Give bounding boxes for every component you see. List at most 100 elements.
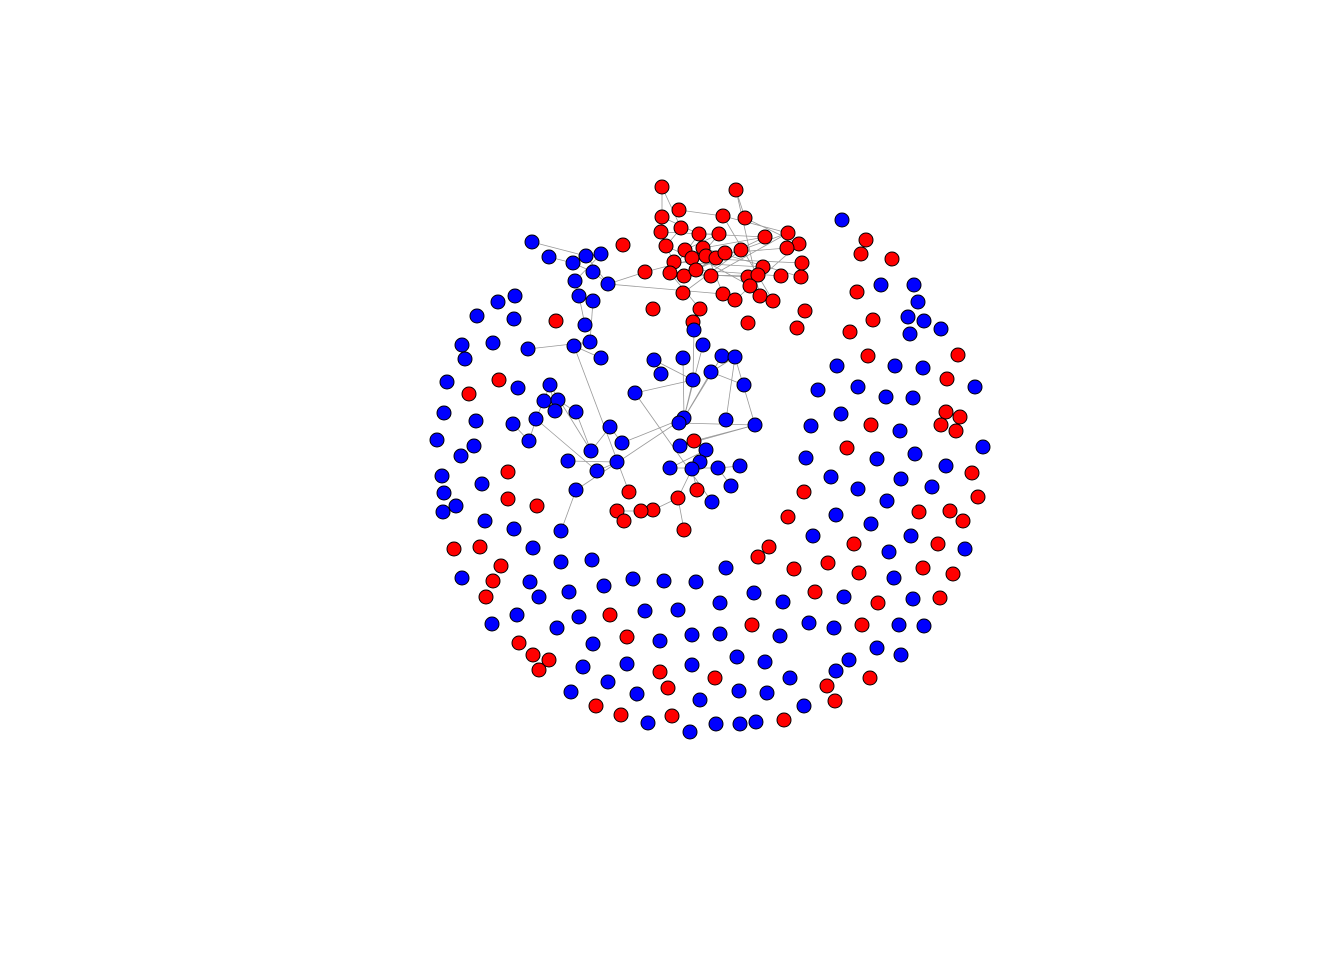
graph-node-blue xyxy=(892,423,908,439)
graph-node-blue xyxy=(453,448,469,464)
graph-node-blue xyxy=(833,406,849,422)
graph-node-blue xyxy=(916,313,932,329)
graph-node-blue xyxy=(566,338,582,354)
graph-node-blue xyxy=(893,647,909,663)
graph-node-red xyxy=(851,565,867,581)
graph-node-red xyxy=(692,301,708,317)
graph-node-red xyxy=(511,635,527,651)
graph-node-red xyxy=(870,595,886,611)
graph-node-blue xyxy=(510,380,526,396)
graph-node-blue xyxy=(522,574,538,590)
graph-edge xyxy=(692,329,695,381)
graph-node-blue xyxy=(600,276,616,292)
graph-node-blue xyxy=(850,481,866,497)
graph-node-blue xyxy=(772,628,788,644)
graph-node-blue xyxy=(436,405,452,421)
graph-node-red xyxy=(493,558,509,574)
graph-node-blue xyxy=(541,249,557,265)
graph-node-blue xyxy=(757,654,773,670)
graph-node-red xyxy=(619,629,635,645)
graph-node-red xyxy=(653,224,669,240)
graph-node-red xyxy=(529,498,545,514)
graph-node-red xyxy=(786,561,802,577)
graph-node-blue xyxy=(536,393,552,409)
graph-node-blue xyxy=(823,469,839,485)
graph-node-red xyxy=(757,229,773,245)
graph-node-blue xyxy=(891,617,907,633)
graph-node-red xyxy=(773,268,789,284)
graph-node-blue xyxy=(692,692,708,708)
graph-node-red xyxy=(761,539,777,555)
graph-node-blue xyxy=(801,615,817,631)
graph-node-red xyxy=(865,312,881,328)
graph-node-blue xyxy=(567,273,583,289)
graph-node-blue xyxy=(652,633,668,649)
graph-node-red xyxy=(588,698,604,714)
graph-node-blue xyxy=(836,589,852,605)
graph-node-red xyxy=(938,404,954,420)
graph-node-blue xyxy=(670,602,686,618)
graph-node-blue xyxy=(924,479,940,495)
graph-node-red xyxy=(645,301,661,317)
graph-node-blue xyxy=(810,382,826,398)
graph-node-blue xyxy=(873,277,889,293)
graph-node-blue xyxy=(828,663,844,679)
graph-node-red xyxy=(932,590,948,606)
graph-node-blue xyxy=(625,571,641,587)
graph-node-blue xyxy=(708,716,724,732)
graph-node-blue xyxy=(834,212,850,228)
graph-node-blue xyxy=(563,684,579,700)
graph-node-blue xyxy=(869,640,885,656)
graph-node-blue xyxy=(826,620,842,636)
graph-node-blue xyxy=(684,657,700,673)
graph-node-blue xyxy=(712,626,728,642)
graph-node-red xyxy=(652,664,668,680)
graph-node-blue xyxy=(434,468,450,484)
graph-node-red xyxy=(860,348,876,364)
graph-node-blue xyxy=(585,264,601,280)
graph-node-blue xyxy=(448,498,464,514)
graph-node-red xyxy=(858,232,874,248)
graph-node-blue xyxy=(731,683,747,699)
graph-node-blue xyxy=(439,374,455,390)
graph-node-red xyxy=(796,484,812,500)
graph-node-blue xyxy=(466,438,482,454)
graph-node-blue xyxy=(796,698,812,714)
graph-node-blue xyxy=(886,570,902,586)
graph-node-red xyxy=(673,220,689,236)
graph-node-blue xyxy=(507,288,523,304)
graph-node-blue xyxy=(967,379,983,395)
graph-node-blue xyxy=(656,573,672,589)
graph-node-blue xyxy=(577,317,593,333)
graph-node-blue xyxy=(915,360,931,376)
graph-node-blue xyxy=(629,686,645,702)
graph-edge xyxy=(722,215,789,234)
graph-edge xyxy=(725,356,736,421)
graph-node-blue xyxy=(907,446,923,462)
graph-node-red xyxy=(616,513,632,529)
graph-node-blue xyxy=(640,715,656,731)
graph-node-blue xyxy=(695,337,711,353)
graph-node-blue xyxy=(933,321,949,337)
graph-node-blue xyxy=(688,574,704,590)
graph-node-blue xyxy=(782,670,798,686)
graph-node-blue xyxy=(561,584,577,600)
graph-node-blue xyxy=(703,364,719,380)
graph-node-red xyxy=(664,708,680,724)
graph-node-blue xyxy=(900,309,916,325)
graph-edge xyxy=(710,232,789,277)
graph-node-red xyxy=(849,284,865,300)
graph-edge xyxy=(634,379,694,394)
graph-node-blue xyxy=(698,442,714,458)
graph-node-red xyxy=(970,489,986,505)
graph-node-blue xyxy=(585,636,601,652)
graph-node-blue xyxy=(686,322,702,338)
graph-node-blue xyxy=(675,350,691,366)
graph-node-red xyxy=(793,269,809,285)
graph-node-red xyxy=(717,245,733,261)
graph-node-red xyxy=(952,409,968,425)
graph-node-red xyxy=(500,464,516,480)
graph-edge xyxy=(678,422,756,426)
graph-node-red xyxy=(478,589,494,605)
